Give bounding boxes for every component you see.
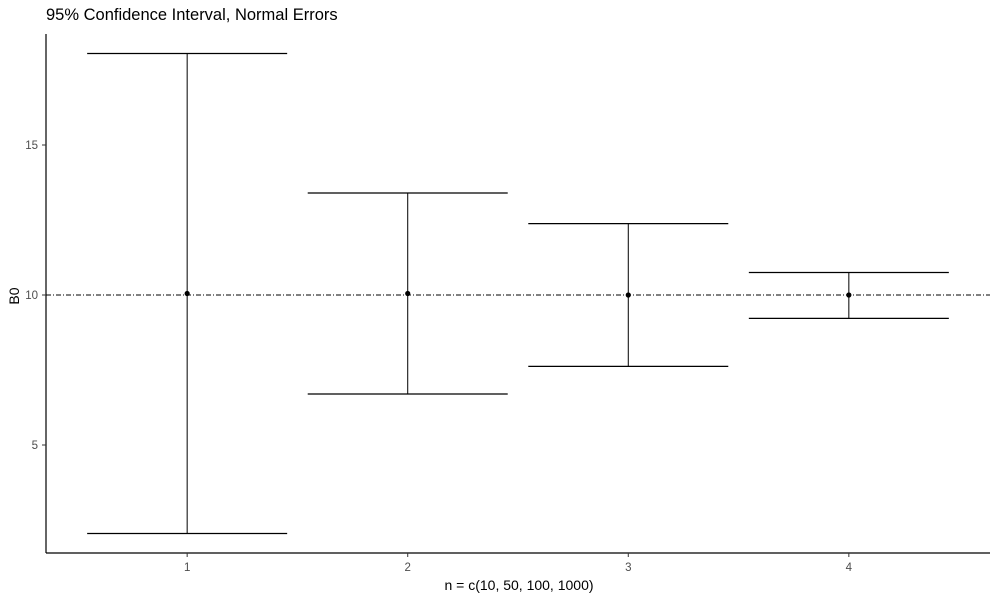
y-axis-title: B0 [6,287,22,304]
x-tick-label: 3 [625,562,631,574]
x-tick-label: 4 [846,562,853,574]
x-axis-title: n = c(10, 50, 100, 1000) [444,577,593,593]
errorbar-group [87,52,949,535]
y-tick-label: 10 [25,290,38,302]
y-tick-label: 15 [25,140,38,152]
y-tick-label: 5 [32,440,38,452]
estimate-point [184,290,190,297]
estimate-point [405,290,411,297]
x-tick-label: 2 [405,562,411,574]
axes: 5 10 15 1 2 3 4 [25,34,990,574]
estimate-point [846,292,852,298]
chart-title: 95% Confidence Interval, Normal Errors [46,6,338,24]
estimate-point [625,292,631,298]
x-tick-label: 1 [184,562,190,574]
